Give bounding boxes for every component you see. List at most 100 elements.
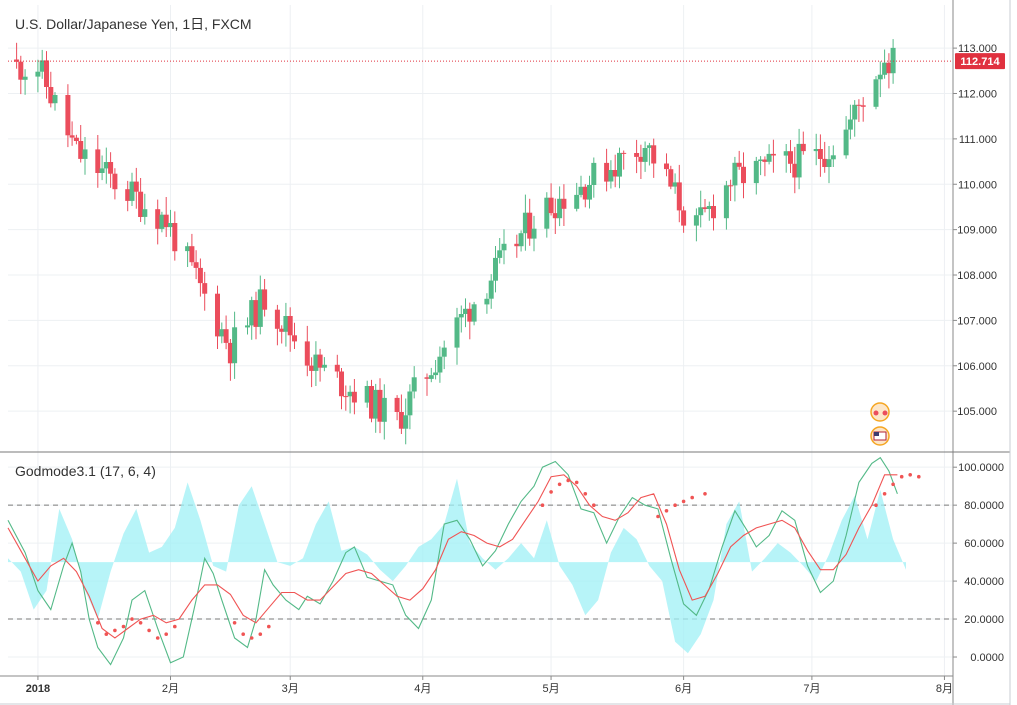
price-axis[interactable]: 113.000 112.000 111.000 110.000 109.000 108.0… — [953, 43, 997, 418]
candle — [621, 150, 627, 170]
candle — [347, 385, 353, 414]
candle — [454, 307, 460, 365]
candle-body — [646, 145, 652, 148]
candle — [604, 148, 610, 192]
candle-body — [279, 328, 285, 332]
candle — [732, 156, 738, 202]
candle-body — [18, 61, 24, 80]
signal-dot — [164, 632, 168, 636]
candle — [698, 190, 704, 228]
signal-dot — [540, 503, 545, 508]
candle — [758, 156, 764, 176]
candle — [882, 49, 888, 79]
last-price-label: 112.714 — [960, 56, 1000, 68]
candle-body — [95, 149, 101, 173]
signal-dot — [566, 478, 570, 483]
signal-dot — [664, 509, 669, 513]
candle-body — [394, 397, 400, 412]
candle — [309, 357, 315, 388]
indicator-tick-label: 0.0000 — [970, 652, 1004, 664]
signal-dot — [583, 492, 588, 496]
candle — [172, 211, 178, 261]
signal-dot — [155, 636, 160, 640]
signal-dot — [891, 482, 895, 487]
candle — [591, 157, 597, 198]
candle — [403, 398, 409, 445]
indicator-axis[interactable]: 100.0000 80.0000 60.0000 40.0000 20.0000 0.00… — [953, 462, 1004, 664]
signal-dot — [574, 480, 579, 485]
signal-dot — [173, 624, 177, 629]
candle-body — [292, 335, 297, 342]
candle — [185, 242, 191, 267]
candle-body — [142, 209, 148, 217]
candle-body — [702, 207, 708, 209]
candle-body — [830, 155, 836, 160]
candle-body — [676, 182, 682, 211]
candle-body — [274, 309, 280, 329]
candle — [681, 206, 687, 233]
candle-body — [458, 314, 464, 318]
candle-body — [249, 300, 255, 326]
candle-body — [99, 168, 105, 173]
candle — [44, 51, 49, 99]
candle-body — [381, 397, 387, 422]
candle-body — [428, 375, 434, 379]
candle-body — [377, 389, 383, 422]
candle-body — [317, 354, 323, 368]
candle-body — [82, 149, 88, 159]
candle — [103, 147, 109, 184]
candle-body — [309, 365, 315, 371]
time-tick-label: 5月 — [542, 683, 559, 695]
candle-body — [860, 105, 866, 107]
candle-body — [227, 342, 233, 364]
candle-body — [522, 212, 528, 234]
candle — [843, 116, 849, 159]
event-badge[interactable] — [870, 402, 890, 446]
candle-body — [351, 391, 357, 403]
candle-body — [822, 158, 828, 167]
candle-body — [403, 415, 409, 429]
candle-body — [531, 228, 537, 239]
signal-dot — [130, 617, 134, 621]
candle-body — [501, 243, 507, 251]
candle — [561, 184, 567, 226]
candle — [548, 183, 554, 216]
candle — [215, 285, 220, 349]
candle — [377, 378, 383, 434]
time-axis[interactable]: 2018 2月 3月 4月 5月 6月 7月 8月 — [26, 676, 953, 695]
candle — [574, 182, 580, 212]
candle — [369, 379, 374, 423]
candle-body — [711, 206, 716, 219]
signal-dot — [899, 474, 904, 479]
signal-dot — [549, 490, 553, 494]
signal-dot — [882, 492, 887, 496]
candle-body — [813, 149, 819, 152]
candle — [612, 154, 618, 188]
candle-body — [108, 162, 114, 174]
candle-body — [364, 386, 370, 403]
candle-body — [168, 223, 173, 228]
candle-body — [758, 159, 764, 161]
candle-body — [527, 212, 533, 239]
signal-dot — [104, 632, 109, 636]
event-bubble-icon — [870, 402, 890, 422]
candle-body — [890, 47, 896, 74]
candle — [381, 384, 387, 440]
candle-body — [245, 325, 250, 328]
candle-body — [561, 198, 567, 209]
candle — [39, 49, 45, 79]
candle-body — [552, 213, 558, 219]
candle — [514, 234, 520, 258]
signal-dot — [249, 636, 254, 640]
price-tick-label: 113.000 — [958, 43, 997, 55]
signal-dot — [113, 628, 117, 633]
candle — [877, 61, 883, 98]
candle — [317, 348, 323, 382]
candle-body — [103, 162, 109, 169]
candle — [283, 302, 289, 347]
candle-body — [159, 214, 165, 229]
candle — [608, 160, 614, 189]
candle-body — [591, 162, 597, 185]
candle-body — [373, 389, 379, 419]
candle-body — [796, 143, 802, 178]
